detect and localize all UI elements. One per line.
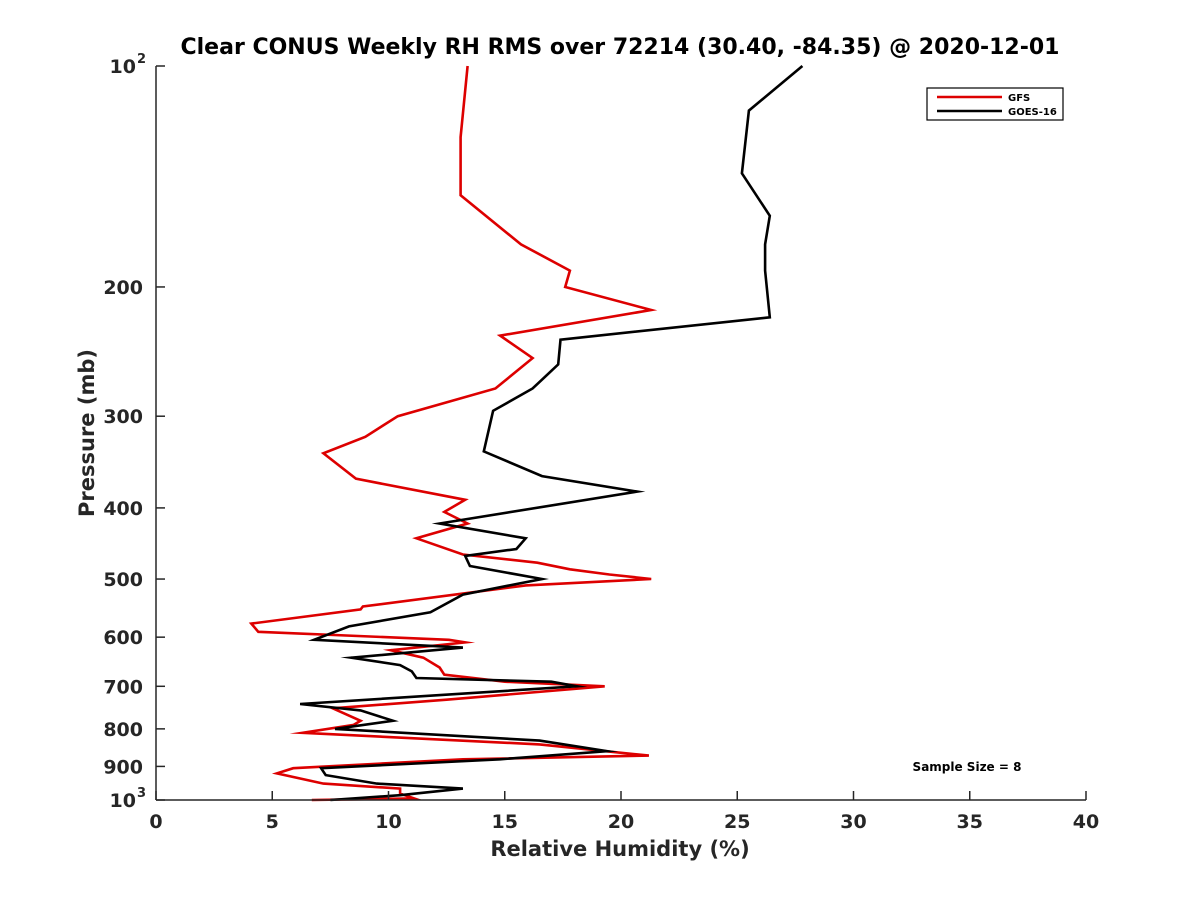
- series-layer: [248, 65, 804, 802]
- x-tick-label: 15: [492, 811, 518, 833]
- sample-size-annotation: Sample Size = 8: [913, 760, 1022, 774]
- x-tick-label: 40: [1073, 811, 1099, 833]
- x-tick-label: 5: [266, 811, 279, 833]
- x-axis-label: Relative Humidity (%): [490, 837, 749, 861]
- legend-label-gfs: GFS: [1008, 93, 1030, 104]
- x-tick-label: 0: [149, 811, 162, 833]
- legend-label-goes-16: GOES-16: [1008, 107, 1057, 118]
- y-tick-label: 400: [103, 498, 143, 520]
- y-tick-label: 10: [110, 56, 136, 78]
- y-tick-label: 10: [110, 790, 136, 812]
- y-tick-label: 500: [103, 569, 143, 591]
- x-tick-label: 20: [608, 811, 634, 833]
- y-tick-label: 600: [103, 627, 143, 649]
- y-axis-label: Pressure (mb): [75, 349, 99, 517]
- chart-title: Clear CONUS Weekly RH RMS over 72214 (30…: [181, 35, 1060, 60]
- series-line-goes-16: [299, 65, 804, 802]
- y-tick-label: 300: [103, 406, 143, 428]
- y-tick-exponent: 3: [137, 786, 146, 801]
- x-tick-label: 10: [375, 811, 401, 833]
- y-tick-label: 700: [103, 676, 143, 698]
- legend-box: [926, 87, 1064, 121]
- y-tick-label: 200: [103, 277, 143, 299]
- y-tick-label: 900: [103, 756, 143, 778]
- x-tick-label: 25: [724, 811, 750, 833]
- y-tick-exponent: 2: [137, 52, 146, 67]
- x-tick-label: 30: [840, 811, 866, 833]
- x-tick-label: 35: [957, 811, 983, 833]
- y-tick-label: 800: [103, 719, 143, 741]
- legend: GFS GOES-16: [926, 87, 1064, 121]
